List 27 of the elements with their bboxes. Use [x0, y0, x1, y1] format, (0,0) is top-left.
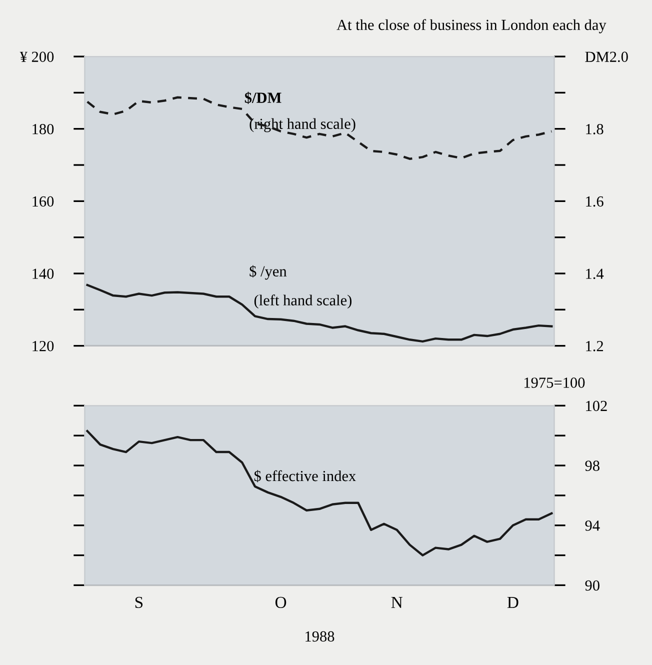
x-tick-label: O	[275, 596, 286, 608]
y2-tick-label: 98	[585, 460, 600, 471]
line-series	[86, 284, 553, 343]
x-axis-title: 1988	[306, 631, 334, 642]
y2-axis-title: 1975=100	[524, 378, 585, 388]
x-tick-label: D	[507, 596, 518, 608]
y2-tick-label: 94	[585, 520, 600, 531]
line-series	[86, 430, 553, 556]
y2-tick-label: 102	[586, 400, 607, 412]
y2-tick-label: 1.4	[586, 268, 604, 279]
y-tick-label: 140	[32, 268, 54, 279]
y-tick-label: 180	[32, 124, 54, 134]
y2-tick-label: 1.8	[586, 124, 604, 134]
y2-tick-label: 1.6	[586, 196, 604, 207]
chart-title: At the close of business in London each day	[336, 19, 606, 34]
series-label: $ effective index	[254, 470, 356, 482]
y-tick-label: 160	[32, 196, 54, 207]
y2-tick-label: 1.2	[586, 340, 604, 352]
y-tick-label: ¥ 200	[20, 52, 54, 62]
annotation: (left hand scale)	[254, 294, 352, 309]
y-tick-label: 120	[32, 340, 54, 352]
x-tick-label: S	[135, 596, 143, 608]
series-label: $/DM	[244, 92, 282, 104]
x-tick-label: N	[391, 596, 402, 608]
series-label: $ /yen	[250, 265, 287, 280]
y2-tick-label: DM2.0	[585, 52, 628, 62]
y2-tick-label: 90	[585, 580, 600, 591]
